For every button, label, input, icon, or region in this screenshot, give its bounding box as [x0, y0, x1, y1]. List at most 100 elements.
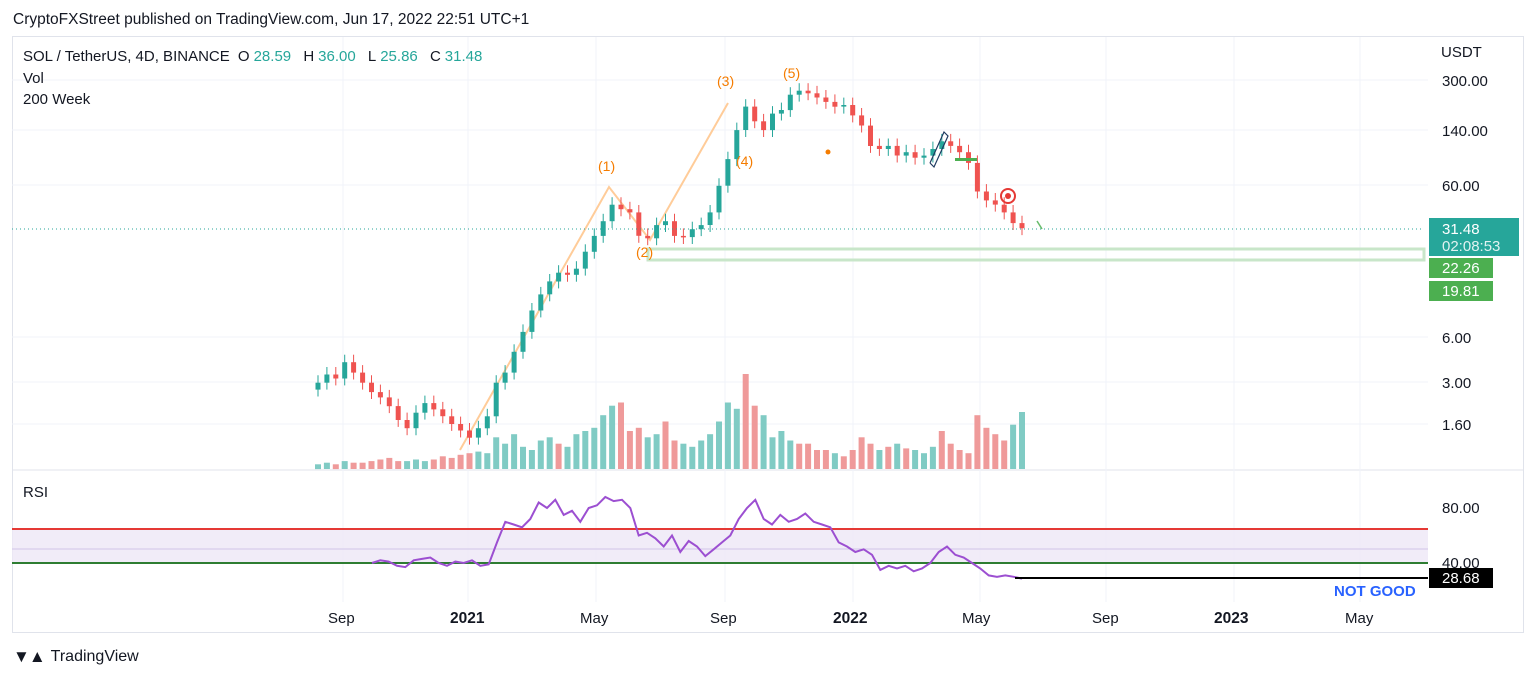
- candle-body: [850, 105, 856, 116]
- candle-body: [520, 331, 526, 352]
- volume-bar: [395, 461, 402, 469]
- candle-body: [324, 374, 330, 383]
- orange-dot-icon: [825, 149, 831, 155]
- volume-bar: [778, 431, 785, 469]
- volume-bar: [546, 437, 553, 469]
- countdown-value: 02:08:53: [1442, 238, 1500, 255]
- green-marker: [955, 158, 977, 161]
- volume-bar: [386, 457, 393, 469]
- candle-body: [868, 125, 873, 146]
- candle-body: [921, 155, 927, 158]
- volume-bar: [332, 464, 339, 470]
- candle-body: [912, 152, 918, 158]
- target-dot-icon: [1005, 193, 1011, 199]
- volume-bar: [974, 415, 981, 469]
- candle-body: [663, 221, 668, 226]
- volume-bar: [867, 443, 874, 469]
- last-price-value: 31.48: [1442, 221, 1480, 238]
- volume-bar: [662, 421, 669, 469]
- support-badge-2[interactable]: [1429, 281, 1493, 301]
- last-price-badge[interactable]: [1429, 218, 1519, 256]
- candle-body: [672, 221, 677, 236]
- volume-bar: [947, 443, 954, 469]
- rsi-y-tick: 80.00: [1442, 500, 1480, 517]
- wave-path: [459, 102, 729, 451]
- rising-channel: [929, 130, 949, 169]
- support-value-1: 22.26: [1442, 260, 1480, 277]
- volume-bar: [858, 437, 865, 469]
- rsi-line: [371, 495, 1023, 580]
- volume-bar: [840, 456, 847, 469]
- volume-bar: [912, 450, 919, 469]
- rsi-last-badge[interactable]: [1429, 568, 1493, 588]
- candle-body: [422, 403, 428, 413]
- symbol-label[interactable]: SOL / TetherUS, 4D, BINANCE: [23, 48, 230, 65]
- support-badge-1[interactable]: [1429, 258, 1493, 278]
- volume-bar: [653, 434, 660, 469]
- volume-bar: [475, 451, 482, 469]
- candle-body: [725, 159, 731, 186]
- candle-body: [351, 362, 357, 373]
- x-tick: May: [1345, 610, 1374, 627]
- rsi-title: RSI: [23, 484, 48, 501]
- x-tick: May: [580, 610, 609, 627]
- volume-bar: [992, 434, 999, 469]
- candle-body: [734, 130, 740, 160]
- volume-bar: [716, 421, 722, 469]
- volume-bar: [520, 446, 526, 469]
- candle-body: [431, 403, 437, 410]
- volume-bar: [814, 450, 820, 469]
- candle-body: [645, 235, 651, 239]
- volume-bar: [983, 427, 990, 469]
- candle-body: [1010, 212, 1016, 224]
- candle-body: [939, 141, 945, 149]
- rsi-band-fill: [12, 529, 1428, 563]
- candle-body: [636, 212, 642, 236]
- wave-label-2: (2): [636, 244, 653, 260]
- chart-legend: SOL / TetherUS, 4D, BINANCE O 28.59 H 36.0…: [23, 46, 490, 111]
- y-tick: 3.00: [1442, 375, 1471, 392]
- ma-legend[interactable]: 200 Week: [23, 91, 91, 108]
- x-tick: Sep: [710, 610, 737, 627]
- volume-bar: [573, 434, 580, 469]
- candle-body: [609, 204, 615, 222]
- volume-bar: [760, 415, 767, 469]
- volume-bar: [885, 446, 892, 469]
- volume-bar: [413, 459, 419, 469]
- tradingview-logo[interactable]: ▼▲ TradingView: [13, 647, 139, 667]
- candle-body: [974, 162, 980, 192]
- candle-body: [680, 235, 686, 238]
- candle-body: [582, 251, 588, 269]
- candle-body: [859, 115, 865, 126]
- candle-body: [770, 113, 775, 131]
- volume-bar: [591, 427, 598, 469]
- tv-logo-icon: ▼▲: [13, 647, 46, 666]
- volume-bar: [350, 462, 357, 469]
- x-tick: 2023: [1214, 610, 1249, 627]
- volume-bar: [466, 453, 473, 469]
- high-value: H 36.00: [303, 48, 356, 65]
- candle-body: [885, 145, 891, 149]
- y-tick: 140.00: [1442, 123, 1488, 140]
- candle-body: [377, 392, 383, 398]
- candle-body: [315, 382, 321, 390]
- candle-body: [787, 94, 793, 111]
- x-tick: 2022: [833, 610, 867, 627]
- volume-bar: [769, 437, 776, 469]
- volume-bar: [359, 462, 366, 469]
- volume-bar: [609, 405, 616, 469]
- volume-bar: [751, 405, 758, 469]
- candle-body: [565, 272, 570, 275]
- volume-legend[interactable]: Vol: [23, 69, 44, 87]
- volume-bar: [618, 402, 624, 469]
- volume-bar: [493, 437, 500, 469]
- volume-bar: [894, 443, 901, 469]
- volume-bar: [876, 450, 883, 469]
- candle-body: [395, 406, 401, 420]
- candle-body: [948, 141, 954, 146]
- volume-bar: [502, 443, 509, 469]
- candle-body: [493, 382, 499, 417]
- volume-bar: [796, 443, 803, 469]
- volume-bar: [368, 461, 375, 469]
